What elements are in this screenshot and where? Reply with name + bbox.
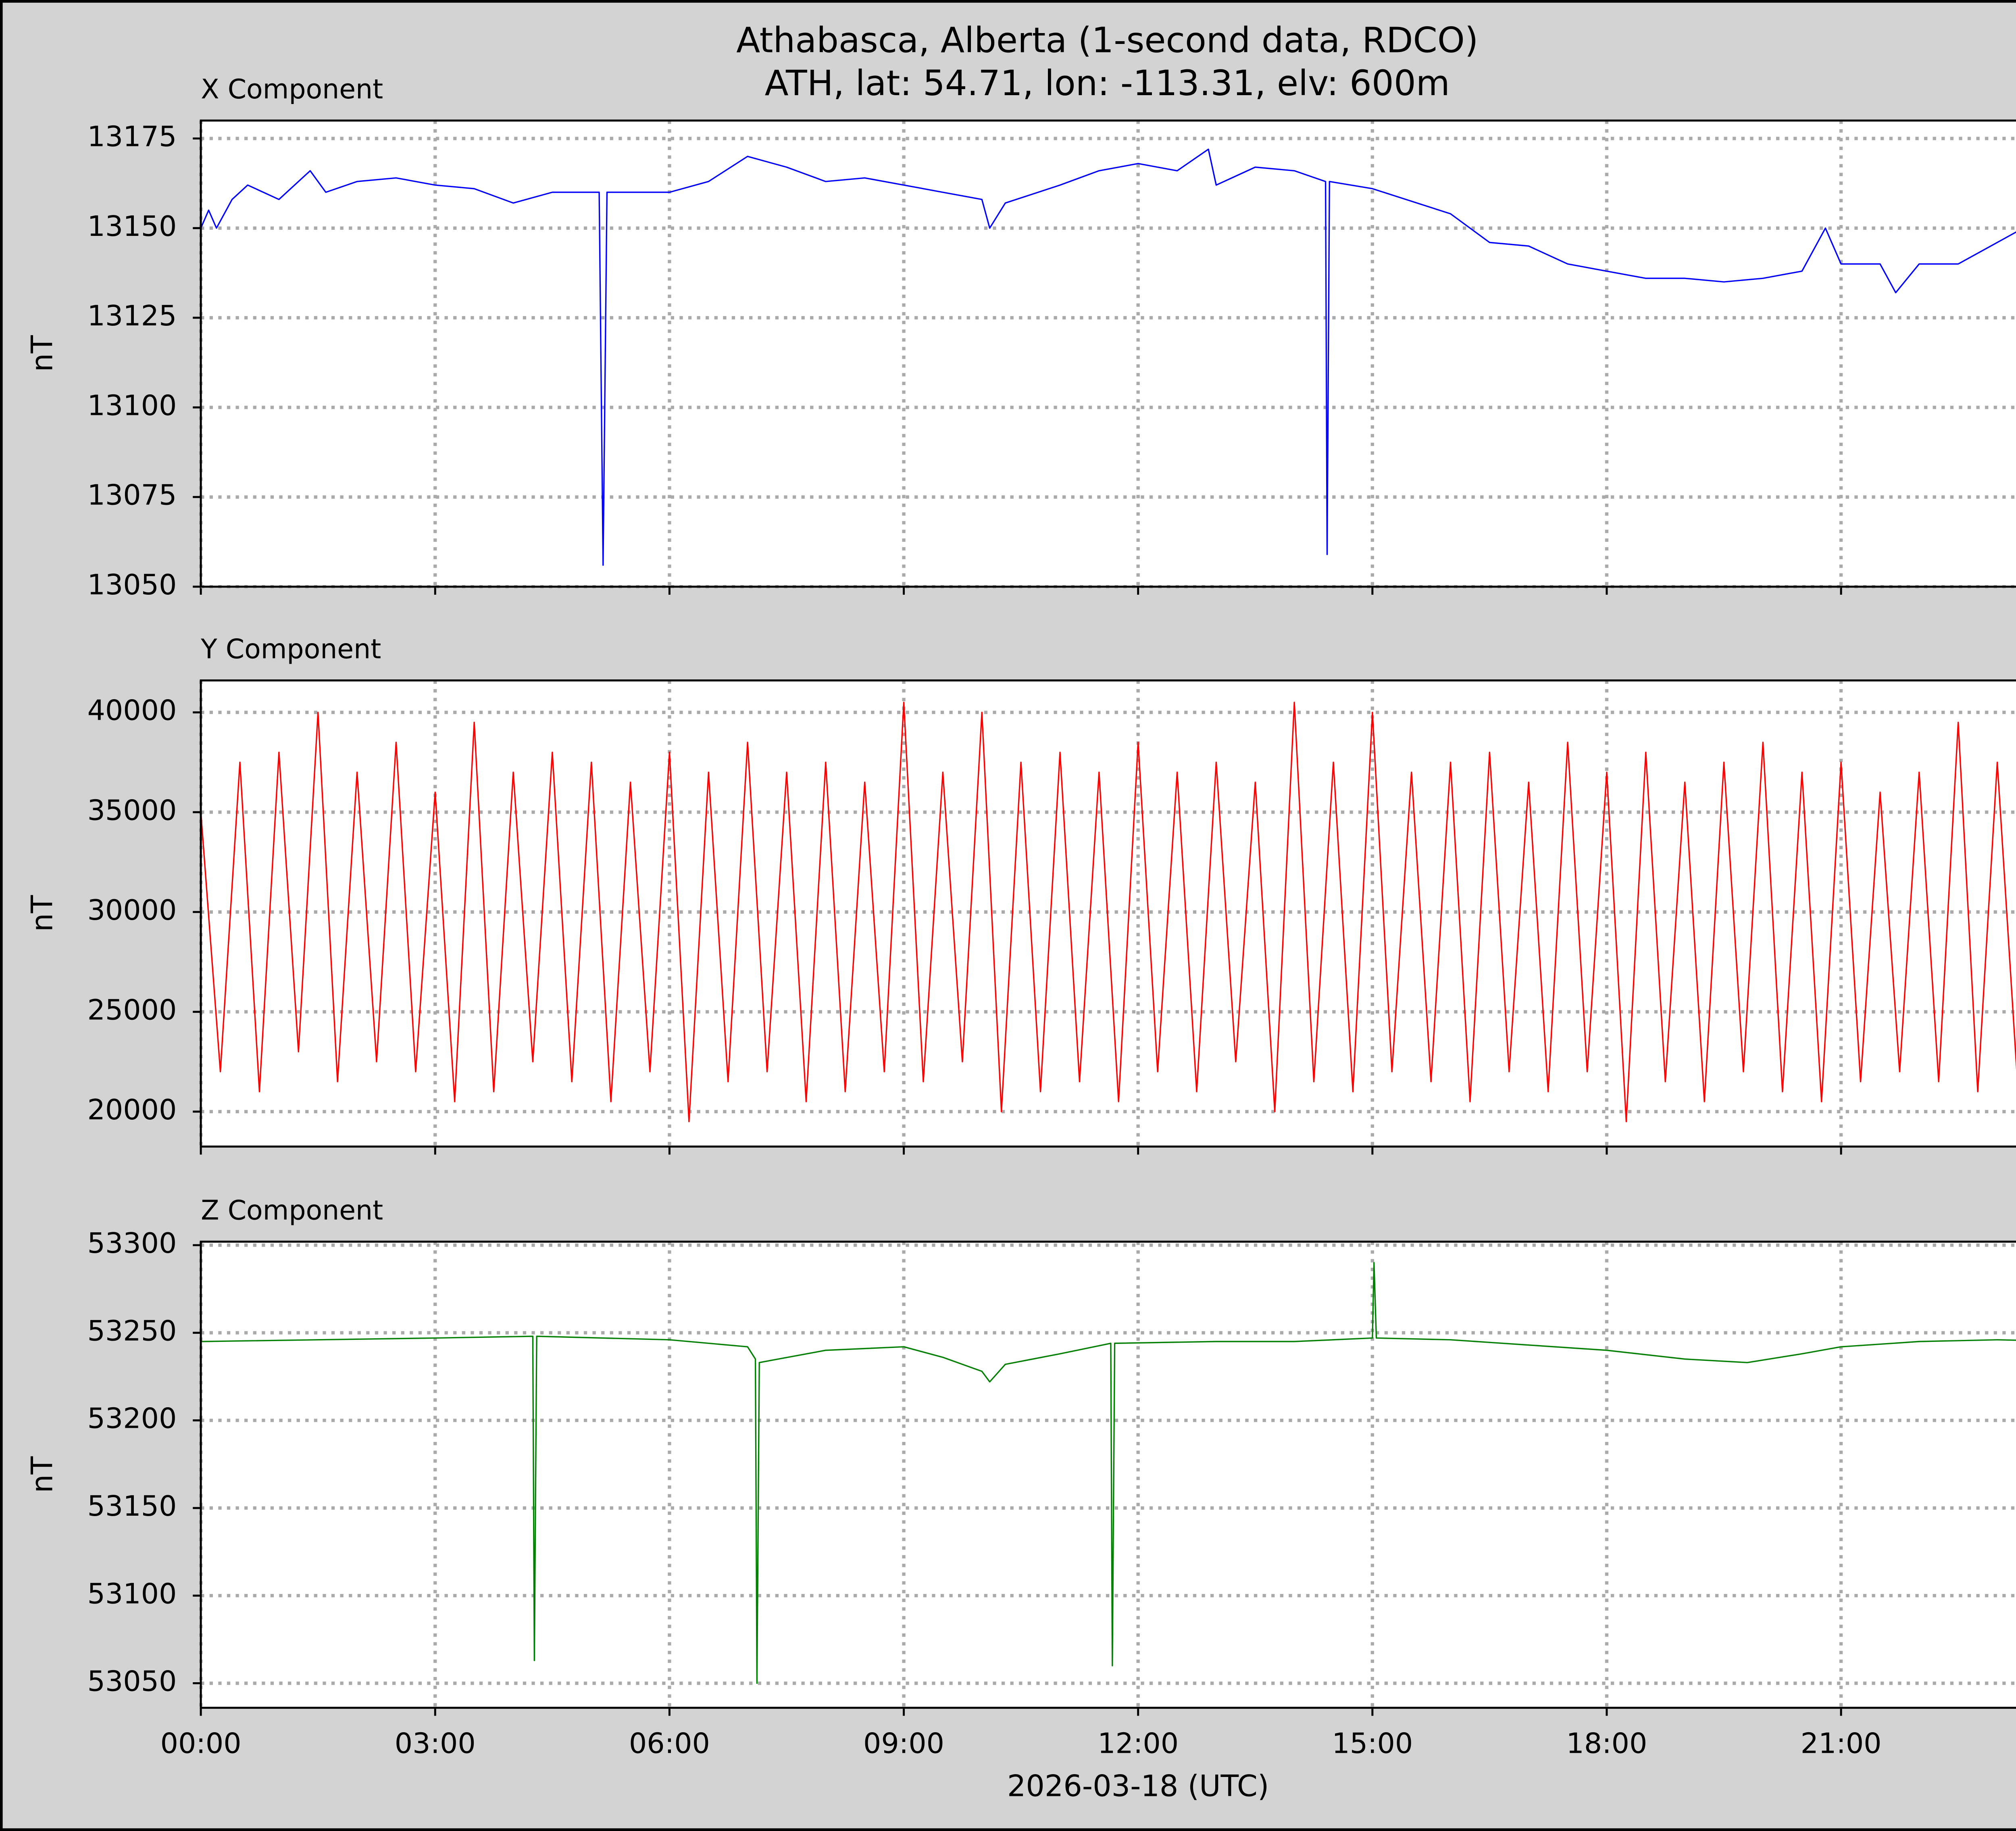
x-tick-label: 12:00 <box>1098 1727 1179 1760</box>
data-line <box>201 1262 2016 1684</box>
y-tick-label: 13150 <box>87 210 177 243</box>
subplot-title: Y Component <box>200 633 381 664</box>
y-tick-label: 53050 <box>87 1665 177 1698</box>
x-tick-label: 15:00 <box>1332 1727 1413 1760</box>
y-tick-label: 13100 <box>87 389 177 422</box>
subplot-title: Z Component <box>201 1194 383 1226</box>
y-axis-label: nT <box>25 1456 60 1493</box>
data-line <box>200 148 2016 566</box>
plot-area <box>201 120 2016 587</box>
y-tick-label: 25000 <box>87 994 177 1026</box>
figure-subtitle: ATH, lat: 54.71, lon: -113.31, elv: 600m <box>765 63 1450 104</box>
y-tick-label: 13125 <box>87 300 177 332</box>
x-tick-label: 00:00 <box>160 1727 242 1760</box>
y-tick-label: 53150 <box>87 1490 177 1523</box>
y-tick-label: 13050 <box>87 569 177 601</box>
y-tick-label: 53100 <box>87 1577 177 1610</box>
y-tick-label: 53200 <box>87 1402 177 1435</box>
y-tick-label: 13175 <box>87 120 177 153</box>
data-line <box>200 702 2016 1123</box>
x-tick-label: 06:00 <box>629 1727 710 1760</box>
plot-area <box>201 1241 2016 1708</box>
y-tick-label: 13075 <box>87 479 177 512</box>
plot-frame <box>200 119 2016 588</box>
y-tick-label: 35000 <box>87 794 177 827</box>
y-tick-label: 53300 <box>87 1227 177 1260</box>
y-tick-label: 40000 <box>87 694 177 727</box>
y-tick-label: 20000 <box>87 1094 177 1126</box>
x-tick-label: 09:00 <box>863 1727 944 1760</box>
figure-title: Athabasca, Alberta (1-second data, RDCO) <box>736 21 1478 61</box>
subplot-title: X Component <box>201 73 383 105</box>
plot-frame <box>200 679 2016 1148</box>
plot-frame <box>200 1240 2016 1709</box>
y-tick-label: 30000 <box>87 894 177 927</box>
x-axis-label: 2026-03-18 (UTC) <box>1007 1769 1269 1804</box>
x-tick-label: 18:00 <box>1566 1727 1647 1760</box>
y-axis-label: nT <box>25 335 60 372</box>
y-tick-label: 53250 <box>87 1314 177 1347</box>
y-axis-label: nT <box>25 895 60 932</box>
x-tick-label: 21:00 <box>1801 1727 1882 1760</box>
x-tick-label: 03:00 <box>395 1727 476 1760</box>
